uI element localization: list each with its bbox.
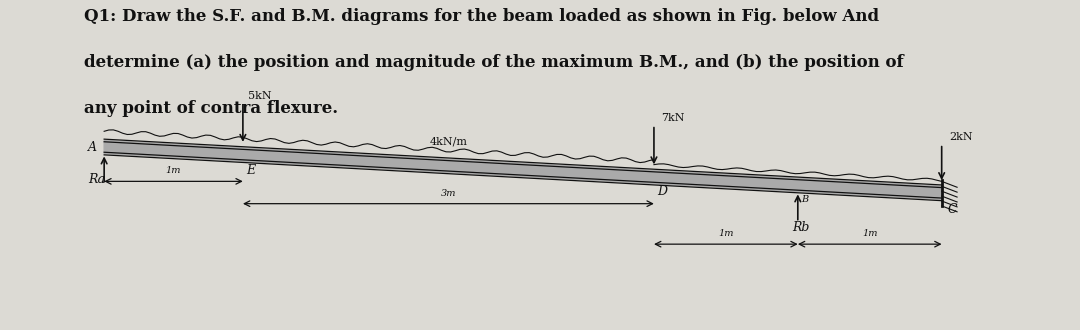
Text: 1m: 1m [862, 229, 877, 238]
Text: 3m: 3m [441, 189, 456, 198]
Text: 4kN/m: 4kN/m [430, 136, 468, 146]
Text: B: B [801, 195, 808, 204]
Text: 1m: 1m [165, 166, 181, 176]
Text: 2kN: 2kN [949, 132, 972, 142]
Text: D: D [657, 185, 667, 198]
Text: Ra: Ra [89, 173, 106, 186]
Text: 7kN: 7kN [661, 113, 685, 123]
Text: 5kN: 5kN [248, 91, 272, 101]
Text: 1m: 1m [718, 229, 733, 238]
Text: C: C [948, 203, 958, 215]
Text: Q1: Draw the S.F. and B.M. diagrams for the beam loaded as shown in Fig. below A: Q1: Draw the S.F. and B.M. diagrams for … [83, 8, 879, 25]
Text: Rb: Rb [793, 221, 810, 234]
Text: A: A [87, 141, 97, 153]
Text: determine (a) the position and magnitude of the maximum B.M., and (b) the positi: determine (a) the position and magnitude… [83, 54, 903, 71]
Text: any point of contra flexure.: any point of contra flexure. [83, 100, 338, 116]
Polygon shape [104, 141, 942, 199]
Text: E: E [246, 164, 255, 178]
